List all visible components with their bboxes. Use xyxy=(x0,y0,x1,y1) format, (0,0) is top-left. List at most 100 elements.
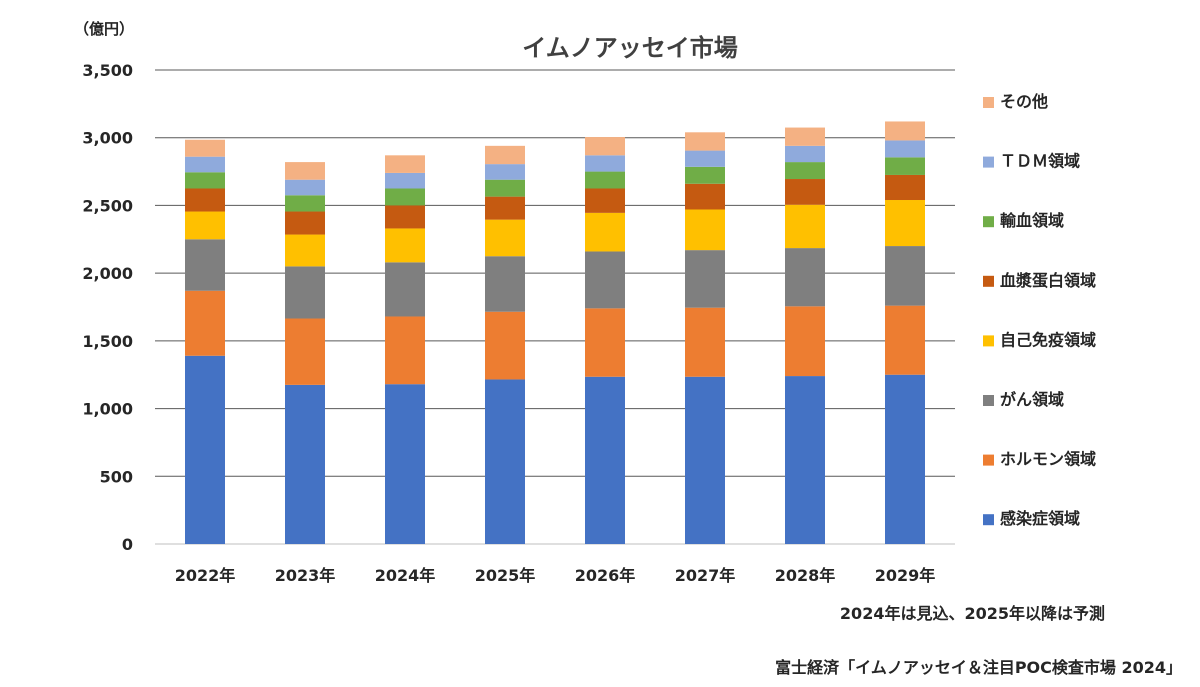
bar-segment xyxy=(485,179,525,197)
bar-segment xyxy=(785,248,825,307)
bar-segment xyxy=(485,219,525,257)
bar-segment xyxy=(285,211,325,235)
bar-segment xyxy=(185,139,225,157)
bar-segment xyxy=(885,140,925,158)
bar-segment xyxy=(685,209,725,251)
legend-swatch xyxy=(983,97,994,108)
bar-segment xyxy=(885,121,925,141)
x-tick-label: 2029年 xyxy=(875,566,936,585)
bar-segment xyxy=(185,239,225,291)
legend-label: 自己免疫領域 xyxy=(1000,330,1096,349)
bar-segment xyxy=(785,204,825,249)
bar-segment xyxy=(585,188,625,213)
bar-segment xyxy=(885,157,925,175)
bar-segment xyxy=(185,156,225,173)
bar-segment xyxy=(385,205,425,229)
bar-segment xyxy=(285,162,325,180)
legend-swatch xyxy=(983,216,994,228)
bar-segment xyxy=(385,228,425,263)
legend-label: その他 xyxy=(1000,92,1048,111)
bar-segment xyxy=(485,256,525,312)
bar-segment xyxy=(285,266,325,319)
bar-segment xyxy=(485,196,525,220)
y-tick-label: 0 xyxy=(122,535,133,554)
bar-segment xyxy=(585,171,625,189)
bar-segment xyxy=(285,179,325,196)
source-citation: 富士経済「イムノアッセイ＆注目POC検査市場 2024」 xyxy=(775,658,1182,677)
bar-segment xyxy=(685,376,725,544)
bar-segment xyxy=(485,311,525,380)
forecast-note: 2024年は見込、2025年以降は予測 xyxy=(839,604,1105,623)
bar-segment xyxy=(385,172,425,189)
legend-swatch xyxy=(983,395,994,406)
bar-segment xyxy=(385,188,425,206)
y-tick-label: 1,500 xyxy=(82,332,133,351)
x-tick-label: 2023年 xyxy=(275,566,336,585)
bar-segment xyxy=(685,183,725,210)
bar-segment xyxy=(685,132,725,151)
legend-swatch xyxy=(983,335,994,347)
bar-segment xyxy=(585,376,625,544)
legend-swatch xyxy=(983,156,994,168)
bar-segment xyxy=(885,374,925,544)
bar-segment xyxy=(185,355,225,544)
bar-segment xyxy=(885,305,925,375)
bar-segment xyxy=(585,137,625,156)
chart-title: イムノアッセイ市場 xyxy=(522,34,738,62)
bar-segment xyxy=(185,211,225,240)
legend-label: 輸血領域 xyxy=(1000,211,1064,230)
bar-segment xyxy=(785,145,825,163)
y-tick-label: 2,000 xyxy=(82,264,133,283)
x-tick-label: 2024年 xyxy=(375,566,436,585)
bar-segment xyxy=(785,179,825,205)
bar-segment xyxy=(785,162,825,180)
bar-segment xyxy=(485,164,525,180)
bar-segment xyxy=(685,250,725,308)
legend-swatch xyxy=(983,275,994,287)
bar-segment xyxy=(685,150,725,167)
legend-swatch xyxy=(983,454,994,466)
x-tick-label: 2026年 xyxy=(575,566,636,585)
bar-segment xyxy=(485,379,525,544)
bar-segment xyxy=(585,251,625,309)
x-tick-label: 2028年 xyxy=(775,566,836,585)
bar-segment xyxy=(785,127,825,146)
bar-segment xyxy=(785,306,825,377)
legend-label: ＴＤＭ領域 xyxy=(1000,152,1080,171)
bar-segment xyxy=(185,290,225,356)
legend-label: ホルモン領域 xyxy=(1000,450,1096,469)
bar-segment xyxy=(285,318,325,385)
bar-segment xyxy=(285,195,325,212)
bar-segment xyxy=(185,172,225,189)
bar-segment xyxy=(385,316,425,385)
y-axis-unit-label: （億円） xyxy=(74,20,135,38)
bar-segment xyxy=(585,308,625,377)
bar-segment xyxy=(185,188,225,212)
x-tick-label: 2027年 xyxy=(675,566,736,585)
bar-segment xyxy=(885,246,925,306)
y-tick-label: 2,500 xyxy=(82,196,133,215)
y-tick-label: 3,000 xyxy=(82,129,133,148)
bar-segment xyxy=(885,174,925,201)
y-tick-label: 500 xyxy=(100,467,133,486)
legend-label: 感染症領域 xyxy=(1000,509,1080,528)
bar-segment xyxy=(385,262,425,317)
y-tick-label: 3,500 xyxy=(82,61,133,80)
x-tick-label: 2022年 xyxy=(175,566,236,585)
bar-segment xyxy=(385,155,425,173)
bar-segment xyxy=(285,384,325,544)
bar-segment xyxy=(685,307,725,377)
bar-segment xyxy=(285,234,325,267)
legend-label: 血漿蛋白領域 xyxy=(1000,271,1096,290)
bar-segment xyxy=(885,200,925,247)
bar-segment xyxy=(685,166,725,184)
bar-segment xyxy=(585,155,625,172)
bar-segment xyxy=(485,145,525,165)
bar-segment xyxy=(585,212,625,252)
bar-segment xyxy=(385,384,425,544)
x-tick-label: 2025年 xyxy=(475,566,536,585)
bar-segment xyxy=(785,376,825,544)
legend-swatch xyxy=(983,514,994,526)
